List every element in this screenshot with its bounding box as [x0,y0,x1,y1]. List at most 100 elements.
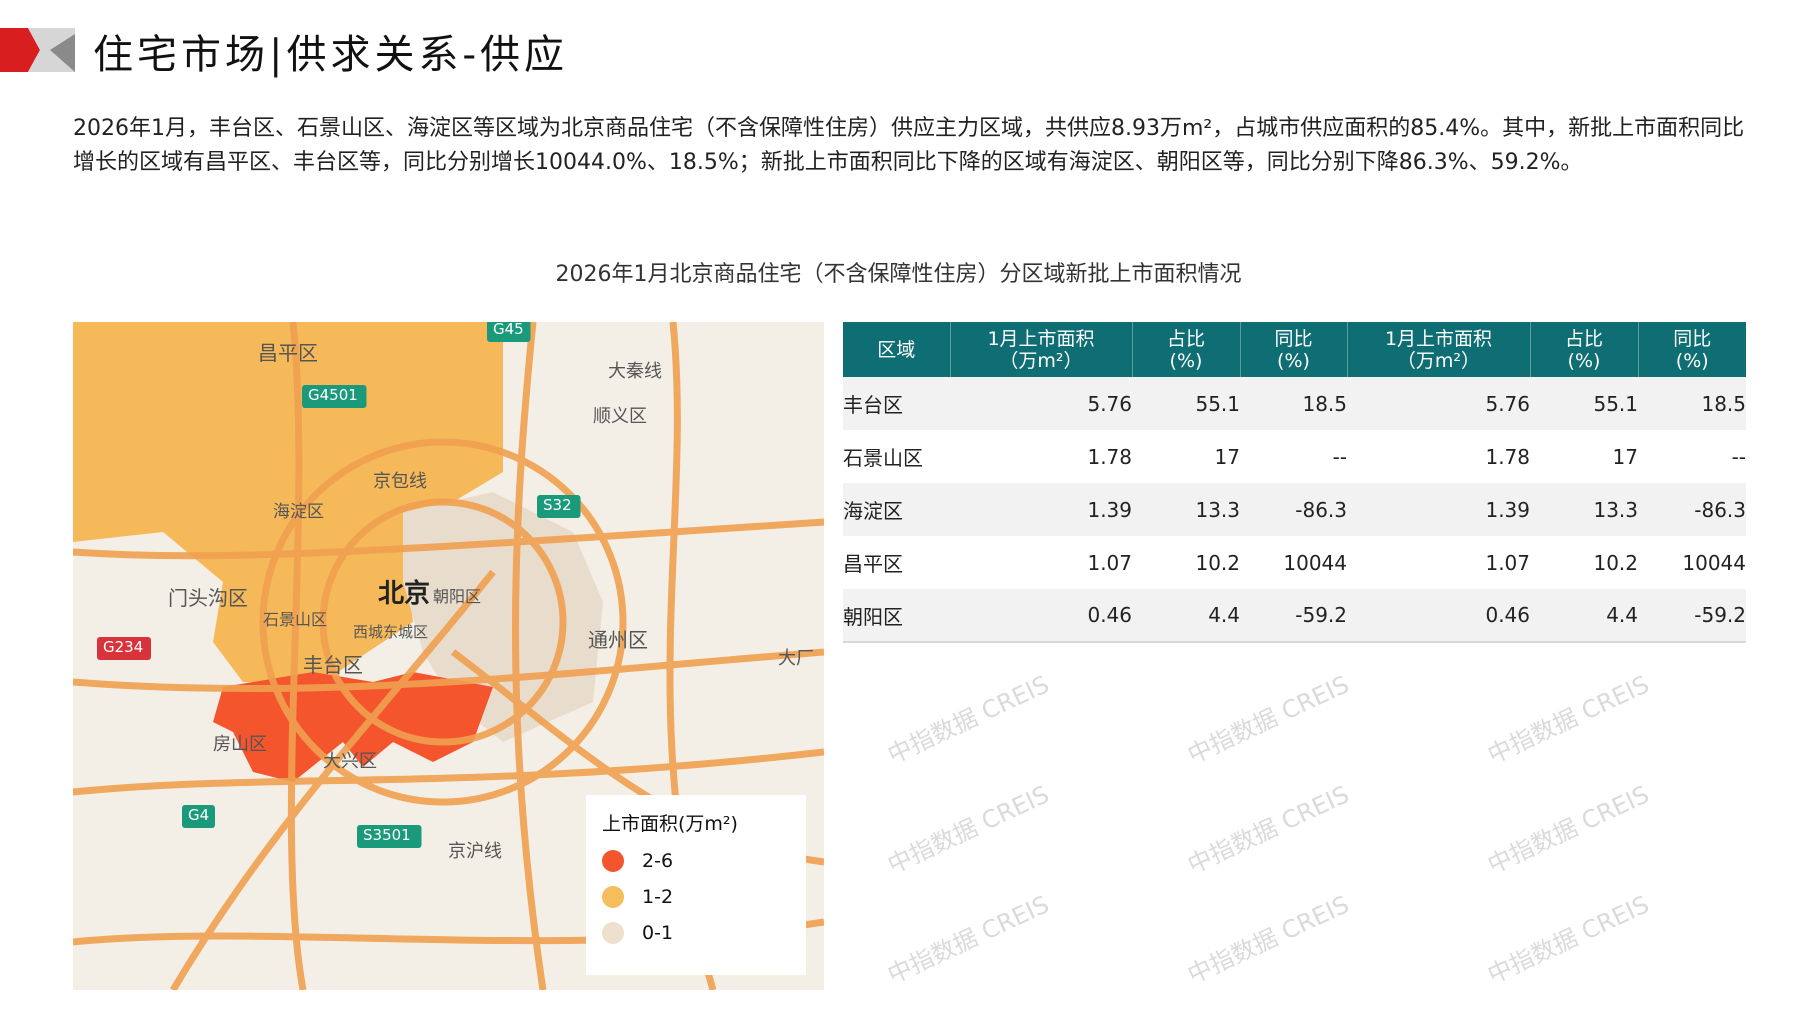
map-label: 门头沟区 [168,586,248,610]
watermark: 中指数据 CREIS [1483,890,1654,990]
map-label: 房山区 [213,734,267,755]
table-header-cell: 同比 (%) [1638,322,1746,377]
district-map: 昌平区 G4501 G45 大秦线顺义区京包线 S32 海淀区门头沟区 石景山区 G234 北京… [73,322,824,990]
table-cell: 丰台区 [843,377,950,430]
legend-dot-icon [602,886,624,908]
road-shield [302,385,367,408]
map-label: G4501 [308,386,358,404]
legend-dot-icon [602,850,624,872]
map-label: 京沪线 [448,841,502,862]
table-row: 昌平区 1.07 10.2 10044 1.07 10.2 10044 [843,536,1746,589]
table-cell: -- [1731,444,1746,469]
table-cell: -59.2 [1638,589,1746,643]
table-cell: 55.1 [1530,377,1638,430]
watermark: 中指数据 CREIS [1183,780,1354,880]
table-cell: 5.76 [1347,377,1530,430]
table-cell: 17 [1214,444,1240,469]
table-cell: 1.07 [1087,550,1132,575]
table-cell: -86.3 [1240,483,1347,536]
map-label: 通州区 [588,628,648,652]
table-cell: 昌平区 [843,552,903,576]
map-label: 顺义区 [593,406,647,427]
table-header-cell: 1月上市面积 （万m²） [1347,322,1531,377]
table-header-cell: 同比 (%) [1240,322,1348,377]
table-header-cell: 占比 (%) [1530,322,1639,377]
map-legend: 上市面积(万m²) 2-6 1-2 0-1 [586,795,806,975]
table-cell: 10.2 [1195,550,1240,575]
section-logo-icon [0,28,75,72]
watermark: 中指数据 CREIS [1183,670,1354,770]
table-cell: 10044 [1283,550,1347,575]
map-label: 京包线 [373,471,427,492]
table-cell: 0.46 [1347,589,1530,643]
watermark: 中指数据 CREIS [1483,670,1654,770]
watermark: 中指数据 CREIS [883,780,1054,880]
table-cell: 18.5 [1638,377,1746,430]
table-cell: 4.4 [1132,589,1240,643]
map-label: 朝阳区 [433,587,481,606]
table-header-cell: 1月上市面积 （万m²） [950,322,1133,377]
page-title: 住宅市场|供求关系-供应 [93,32,568,78]
table-cell: -86.3 [1638,483,1746,536]
map-label: 昌平区 [258,341,318,365]
summary-paragraph: 2026年1月，丰台区、石景山区、海淀区等区域为北京商品住宅（不含保障性住房）供… [73,116,1745,175]
watermark: 中指数据 CREIS [883,890,1054,990]
table-cell: 1.07 [1485,550,1530,575]
map-label: S3501 [363,826,411,844]
road-shield [182,805,215,828]
map-label: G4 [188,806,209,824]
road-shield [537,495,581,518]
table-cell: 1.78 [1087,444,1132,469]
watermark: 中指数据 CREIS [1483,780,1654,880]
table-cell: 4.4 [1530,589,1638,643]
watermark: 中指数据 CREIS [883,670,1054,770]
table-cell: 1.39 [1347,483,1530,536]
legend-title: 上市面积(万m²) [602,813,738,835]
map-label: G45 [493,322,524,338]
table-cell: 朝阳区 [843,589,950,643]
table-cell: 10044 [1682,550,1746,575]
road-shield [357,825,422,848]
map-label: S32 [543,496,572,514]
table-cell: 1.78 [1485,444,1530,469]
table-row: 朝阳区 0.46 4.4 -59.2 0.46 4.4 -59.2 [843,589,1746,643]
region-north [73,322,503,682]
legend-item: 2-6 [602,850,790,872]
map-label: 丰台区 [303,653,363,677]
legend-dot-icon [602,922,624,944]
map-label: 大秦线 [608,361,662,382]
map-label: G234 [103,638,143,656]
table-cell: 5.76 [950,377,1132,430]
table-cell: 18.5 [1240,377,1347,430]
table-cell: 13.3 [1132,483,1240,536]
table-cell: 海淀区 [843,483,950,536]
road-shield [97,637,151,660]
road-shield [487,322,531,342]
legend-item: 1-2 [602,886,790,908]
table-header-cell: 占比 (%) [1132,322,1241,377]
legend-item: 0-1 [602,922,790,944]
table-cell: -- [1332,444,1347,469]
map-label: 大厂 [778,648,814,669]
district-supply-table: 区域 1月上市面积 （万m²） 占比 (%) 同比 (%) 1月上市面积 （万m²） 占比 (%) 同… [843,322,1746,643]
watermark: 中指数据 CREIS [1183,890,1354,990]
table-row: 海淀区 1.39 13.3 -86.3 1.39 13.3 -86.3 [843,483,1746,536]
table-cell: 13.3 [1530,483,1638,536]
chart-title: 2026年1月北京商品住宅（不含保障性住房）分区域新批上市面积情况 [555,262,1242,287]
table-cell: 10.2 [1593,550,1638,575]
table-row: 丰台区 5.76 55.1 18.5 5.76 55.1 18.5 [843,377,1746,430]
table-cell: 55.1 [1132,377,1240,430]
map-label: 海淀区 [273,502,324,522]
table-cell: 0.46 [950,589,1132,643]
table-cell: 1.39 [950,483,1132,536]
map-label: 石景山区 [263,610,327,629]
map-label: 大兴区 [323,751,377,772]
table-cell: 17 [1612,444,1638,469]
table-header-cell: 区域 [843,322,951,377]
map-label: 西城东城区 [353,623,428,641]
table-row: 石景山区 1.78 17 -- 1.78 17 -- [843,430,1746,483]
table-cell: 石景山区 [843,446,923,470]
table-cell: -59.2 [1240,589,1347,643]
map-label: 北京 [378,578,430,609]
